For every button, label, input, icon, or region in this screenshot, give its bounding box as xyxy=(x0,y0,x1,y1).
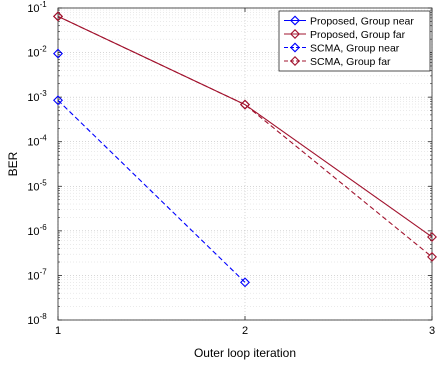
legend-item: SCMA, Group near xyxy=(284,42,400,54)
x-tick-label: 2 xyxy=(242,325,248,337)
legend-marker xyxy=(290,42,300,53)
y-tick-label: 10-3 xyxy=(27,89,47,104)
data-point-marker xyxy=(240,277,250,288)
x-axis-label: Outer loop iteration xyxy=(194,346,296,360)
y-tick-label: 10-4 xyxy=(27,134,47,149)
data-point-marker xyxy=(53,95,63,106)
series-layer xyxy=(53,11,437,288)
y-tick-label: 10-5 xyxy=(27,178,47,193)
legend-label: Proposed, Group near xyxy=(310,15,414,27)
data-point-marker xyxy=(53,48,63,59)
x-tick-label: 1 xyxy=(55,325,61,337)
y-tick-label: 10-7 xyxy=(27,267,47,282)
x-tick-label: 3 xyxy=(429,325,435,337)
y-tick-label: 10-2 xyxy=(27,45,47,60)
legend-label: SCMA, Group near xyxy=(310,42,400,54)
series-0 xyxy=(53,48,63,59)
legend-marker xyxy=(290,56,300,66)
legend-item: Proposed, Group near xyxy=(284,15,414,27)
series-3 xyxy=(53,11,437,262)
legend-item: SCMA, Group far xyxy=(284,56,391,68)
legend-label: Proposed, Group far xyxy=(310,29,406,41)
data-point-marker xyxy=(427,251,437,262)
legend-marker xyxy=(290,29,300,39)
y-axis-label: BER xyxy=(6,151,20,176)
series-line xyxy=(57,15,433,258)
y-tick-label: 10-6 xyxy=(27,223,47,238)
series-2 xyxy=(53,95,250,288)
y-tick-label: 10-8 xyxy=(27,312,47,327)
data-point-marker xyxy=(427,231,437,242)
legend-label: SCMA, Group far xyxy=(310,56,391,68)
data-point-marker xyxy=(240,99,250,110)
series-line xyxy=(57,99,246,283)
legend-marker xyxy=(290,15,300,26)
legend-item: Proposed, Group far xyxy=(284,29,406,41)
y-tick-label: 10-1 xyxy=(27,0,47,15)
data-point-marker xyxy=(53,11,63,22)
